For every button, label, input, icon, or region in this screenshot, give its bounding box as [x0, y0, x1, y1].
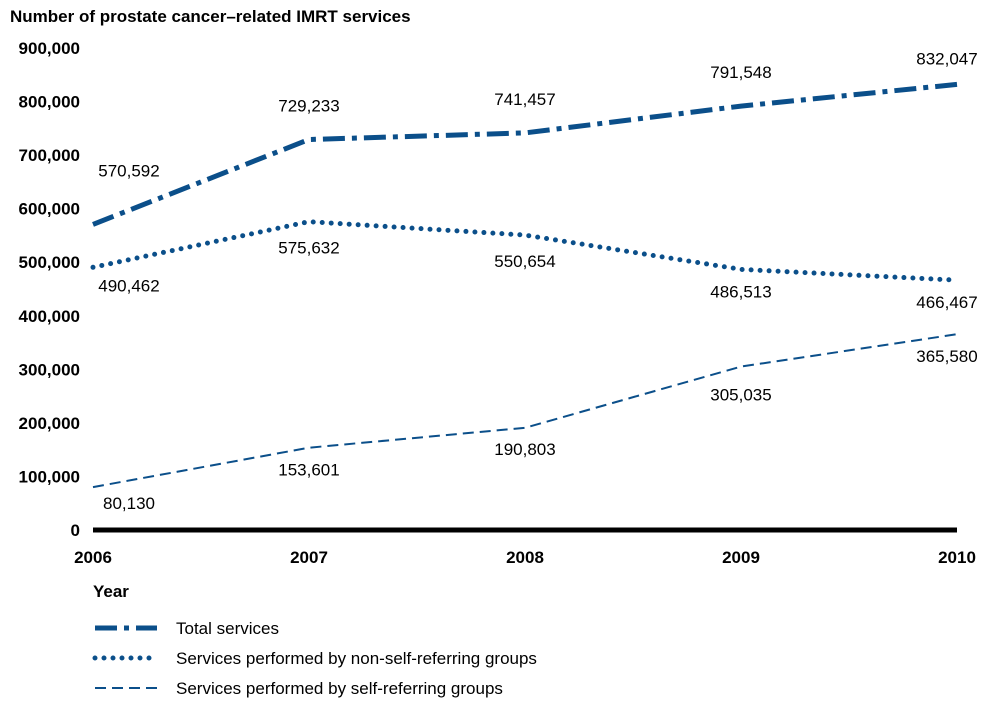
y-tick-label: 300,000	[19, 360, 80, 379]
data-label: 575,632	[278, 239, 339, 258]
x-tick-label: 2010	[938, 548, 976, 567]
legend-label: Services performed by self-referring gro…	[176, 679, 503, 698]
series-line-2	[90, 219, 960, 283]
x-tick-label: 2008	[506, 548, 544, 567]
series-lines	[90, 81, 960, 489]
series-line-1	[92, 81, 958, 227]
data-label: 365,580	[916, 347, 977, 366]
data-label: 741,457	[494, 90, 555, 109]
x-axis-label: Year	[93, 582, 129, 601]
x-tick-label: 2006	[74, 548, 112, 567]
y-tick-label: 400,000	[19, 307, 80, 326]
series-line-3	[92, 333, 958, 489]
x-tick-label: 2009	[722, 548, 760, 567]
x-tick-label: 2007	[290, 548, 328, 567]
legend-label: Services performed by non-self-referring…	[176, 649, 537, 668]
data-label: 466,467	[916, 293, 977, 312]
data-label: 832,047	[916, 49, 977, 68]
data-label: 305,035	[710, 386, 771, 405]
data-label: 80,130	[103, 494, 155, 513]
legend: Total services Services performed by non-…	[92, 619, 537, 698]
y-tick-label: 500,000	[19, 253, 80, 272]
data-label: 550,654	[494, 252, 555, 271]
legend-label: Total services	[176, 619, 279, 638]
data-label: 190,803	[494, 440, 555, 459]
chart-title: Number of prostate cancer–related IMRT s…	[10, 7, 411, 26]
data-label: 486,513	[710, 282, 771, 301]
y-tick-label: 900,000	[19, 39, 80, 58]
data-label: 490,462	[98, 276, 159, 295]
y-tick-label: 800,000	[19, 93, 80, 112]
y-axis: 0 100,000 200,000 300,000 400,000 500,000 600,…	[19, 39, 80, 540]
data-label: 791,548	[710, 63, 771, 82]
y-tick-label: 200,000	[19, 414, 80, 433]
y-tick-label: 700,000	[19, 146, 80, 165]
data-label: 153,601	[278, 461, 339, 480]
x-axis: 2006 2007 2008 2009 2010	[74, 548, 976, 567]
data-label: 729,233	[278, 96, 339, 115]
y-tick-label: 100,000	[19, 467, 80, 486]
data-label: 570,592	[98, 161, 159, 180]
y-tick-label: 0	[71, 521, 80, 540]
y-tick-label: 600,000	[19, 200, 80, 219]
data-labels: 570,592 729,233 741,457 791,548 832,047 490,4…	[98, 49, 977, 513]
